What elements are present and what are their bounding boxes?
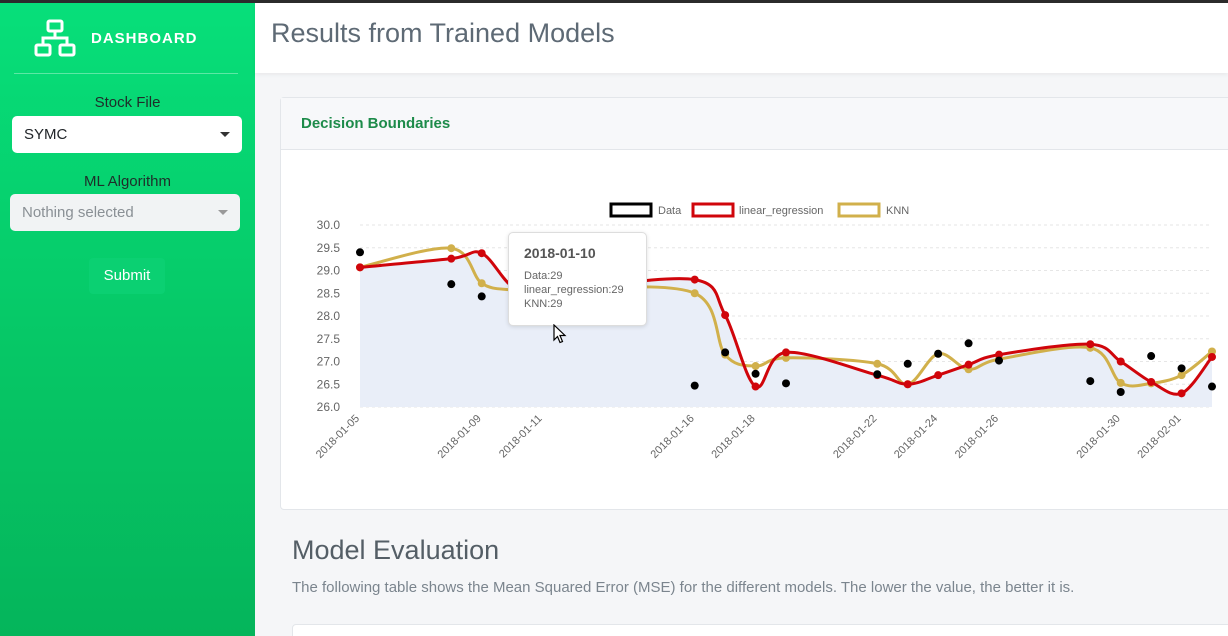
y-tick-label: 28.5: [317, 286, 341, 300]
sidebar-divider: [14, 73, 238, 74]
chevron-down-icon: [220, 132, 230, 137]
card-title: Decision Boundaries: [301, 115, 451, 132]
data-point: [934, 349, 943, 358]
linear-regression-point: [934, 371, 943, 380]
stock-file-select[interactable]: SYMC: [12, 116, 242, 153]
sidebar: DASHBOARD Stock File SYMC ML Algorithm N…: [0, 3, 255, 636]
data-point: [964, 339, 973, 348]
y-tick-label: 30.0: [317, 218, 341, 232]
y-tick-label: 28.0: [317, 309, 341, 323]
sitemap-icon: [34, 19, 76, 57]
x-tick-label: 2018-01-05: [314, 413, 362, 461]
legend-swatch: [609, 202, 653, 218]
x-tick-label: 2018-01-24: [892, 413, 940, 461]
linear-regression-point: [356, 263, 364, 272]
tooltip-line-data: Data:29: [524, 270, 563, 282]
data-point: [477, 292, 486, 301]
legend-swatch: [837, 202, 881, 218]
linear-regression-point: [447, 254, 456, 263]
data-point: [1086, 377, 1095, 386]
brand-title: DASHBOARD: [91, 30, 198, 47]
x-tick-label: 2018-01-22: [831, 413, 879, 461]
page-title: Results from Trained Models: [271, 18, 615, 48]
knn-point: [447, 244, 456, 253]
legend-label: linear_regression: [739, 205, 823, 217]
knn-point: [1116, 378, 1125, 387]
data-point: [995, 356, 1003, 365]
ml-algorithm-value: Nothing selected: [22, 204, 134, 221]
knn-point: [477, 279, 486, 288]
x-tick-label: 2018-01-11: [497, 413, 545, 461]
y-tick-label: 29.5: [317, 241, 341, 255]
stock-file-label: Stock File: [94, 94, 161, 111]
knn-point: [751, 362, 760, 371]
y-tick-label: 26.0: [317, 400, 341, 414]
linear-regression-point: [477, 249, 486, 258]
page-header: Results from Trained Models: [255, 3, 1228, 73]
linear-regression-point: [721, 311, 730, 320]
submit-button[interactable]: Submit: [89, 258, 165, 294]
y-tick-label: 27.0: [317, 355, 341, 369]
chevron-down-icon: [218, 210, 228, 215]
x-tick-label: 2018-01-16: [649, 413, 697, 461]
linear-regression-point: [1116, 357, 1125, 366]
decision-boundaries-chart[interactable]: 30.029.529.028.528.027.527.026.526.02018…: [280, 150, 1228, 510]
model-evaluation-title: Model Evaluation: [292, 535, 500, 565]
knn-point: [690, 289, 699, 298]
mse-table-card: [292, 624, 1228, 636]
legend-label: Data: [658, 205, 682, 217]
ml-algorithm-label: ML Algorithm: [84, 173, 171, 190]
linear-regression-point: [903, 380, 912, 389]
y-tick-label: 26.5: [317, 377, 341, 391]
legend-label: KNN: [886, 205, 909, 217]
ml-algorithm-select[interactable]: Nothing selected: [10, 194, 240, 231]
data-point: [873, 370, 882, 379]
y-tick-label: 29.0: [317, 264, 341, 278]
linear-regression-point: [751, 382, 760, 391]
data-point: [1116, 387, 1125, 396]
knn-point: [1177, 371, 1186, 380]
linear-regression-point: [1177, 389, 1186, 398]
y-tick-label: 27.5: [317, 332, 341, 346]
data-point: [751, 369, 760, 378]
data-point: [1147, 352, 1156, 361]
legend-swatch: [691, 202, 735, 218]
x-tick-label: 2018-02-01: [1135, 413, 1183, 461]
data-point: [690, 381, 699, 390]
tooltip-title: 2018-01-10: [524, 245, 596, 261]
mouse-pointer-icon: [553, 324, 567, 344]
linear-regression-point: [1086, 340, 1095, 349]
linear-regression-point: [782, 348, 790, 357]
data-point: [721, 348, 730, 357]
x-tick-label: 2018-01-09: [436, 413, 484, 461]
chart-tooltip: 2018-01-10 Data:29 linear_regression:29 …: [508, 232, 647, 326]
data-point: [782, 379, 790, 388]
x-tick-label: 2018-01-18: [709, 413, 757, 461]
data-point: [356, 248, 364, 257]
card-header: Decision Boundaries: [281, 98, 1228, 150]
data-point: [1177, 364, 1186, 373]
linear-regression-point: [1147, 377, 1156, 386]
linear-regression-point: [995, 350, 1003, 359]
linear-regression-point: [1208, 352, 1216, 361]
x-tick-label: 2018-01-26: [953, 413, 1001, 461]
data-point: [903, 359, 912, 368]
knn-point: [873, 359, 882, 368]
data-point: [1208, 382, 1216, 391]
tooltip-line-knn: KNN:29: [524, 298, 563, 310]
data-point: [447, 280, 456, 289]
window-top-border: [0, 0, 1228, 3]
linear-regression-point: [690, 275, 699, 284]
model-evaluation-description: The following table shows the Mean Squar…: [292, 579, 1075, 596]
x-tick-label: 2018-01-30: [1075, 413, 1123, 461]
linear-regression-point: [964, 360, 973, 369]
tooltip-line-linear-regression: linear_regression:29: [524, 284, 624, 296]
brand[interactable]: DASHBOARD: [0, 3, 255, 73]
stock-file-value: SYMC: [24, 126, 68, 143]
